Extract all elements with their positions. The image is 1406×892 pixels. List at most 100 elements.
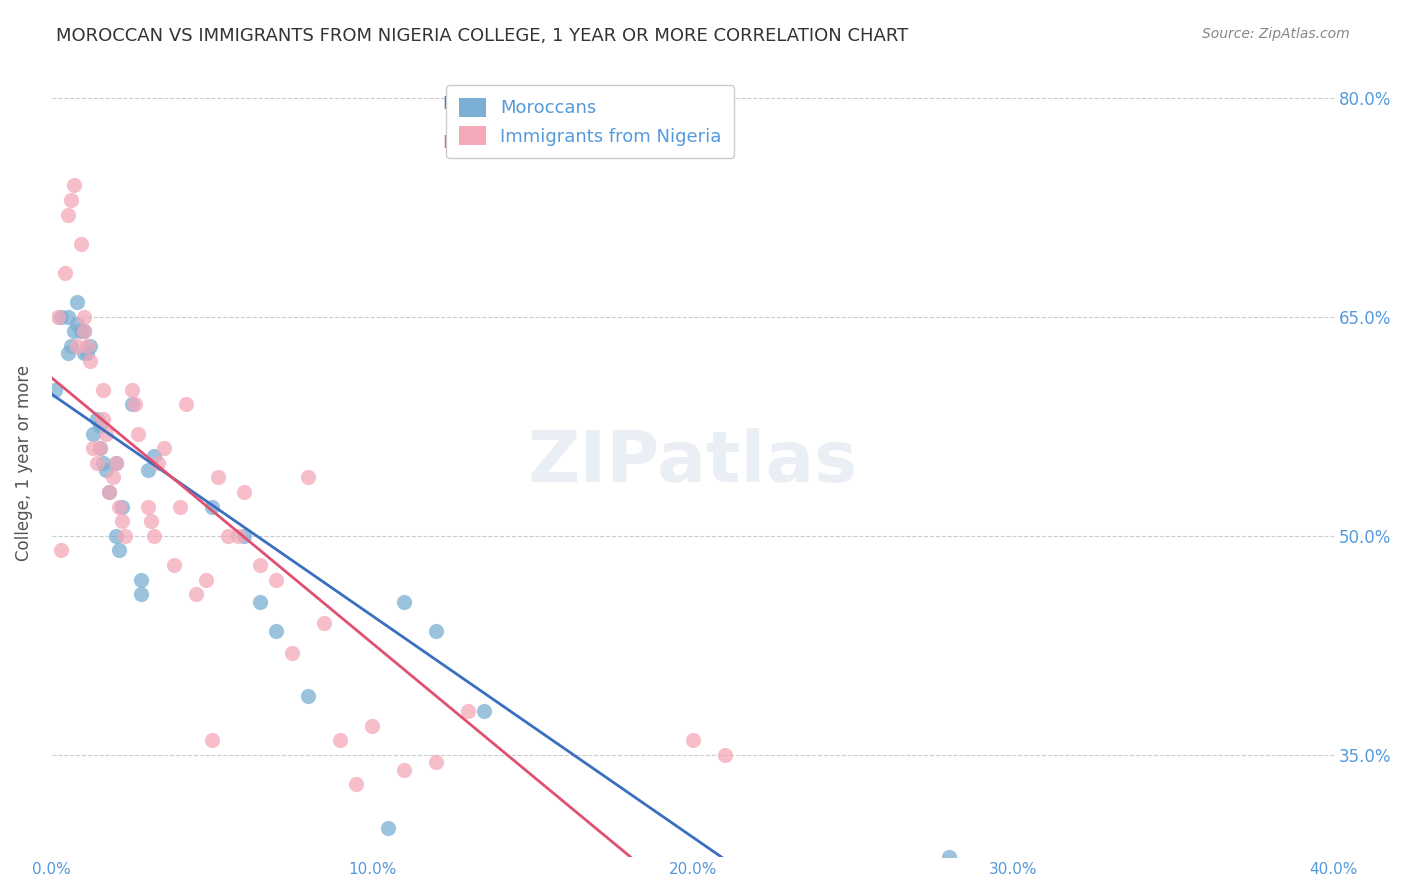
- Point: [474, 704, 496, 718]
- Point: [89, 441, 111, 455]
- Point: [56, 346, 79, 360]
- Point: [143, 529, 166, 543]
- Point: [89, 441, 111, 455]
- Text: R = -0.311   N = 39: R = -0.311 N = 39: [443, 95, 620, 113]
- Y-axis label: College, 1 year or more: College, 1 year or more: [15, 365, 32, 561]
- Point: [264, 624, 287, 638]
- Point: [63, 325, 86, 339]
- Point: [63, 178, 86, 193]
- Point: [938, 850, 960, 864]
- Point: [53, 266, 76, 280]
- Point: [73, 346, 96, 360]
- Point: [425, 755, 447, 769]
- Point: [162, 558, 184, 572]
- Point: [176, 397, 198, 411]
- Point: [44, 383, 66, 397]
- Point: [361, 719, 384, 733]
- Point: [201, 733, 224, 747]
- Point: [59, 193, 82, 207]
- Point: [249, 558, 271, 572]
- Point: [56, 208, 79, 222]
- Point: [76, 339, 98, 353]
- Point: [682, 733, 704, 747]
- Point: [136, 500, 159, 514]
- Point: [82, 426, 104, 441]
- Point: [143, 449, 166, 463]
- Point: [51, 543, 73, 558]
- Point: [233, 485, 256, 500]
- Point: [121, 397, 143, 411]
- Point: [394, 763, 416, 777]
- Point: [59, 339, 82, 353]
- Point: [76, 346, 98, 360]
- Point: [73, 325, 96, 339]
- Point: [89, 419, 111, 434]
- Point: [124, 397, 146, 411]
- Point: [146, 456, 169, 470]
- Point: [377, 821, 399, 835]
- Point: [136, 463, 159, 477]
- Text: Source: ZipAtlas.com: Source: ZipAtlas.com: [1202, 27, 1350, 41]
- Point: [73, 325, 96, 339]
- Point: [91, 456, 114, 470]
- Point: [69, 236, 91, 251]
- Point: [108, 500, 131, 514]
- Point: [66, 339, 89, 353]
- Point: [217, 529, 239, 543]
- Point: [91, 383, 114, 397]
- Point: [457, 704, 479, 718]
- Point: [111, 514, 134, 528]
- Point: [121, 383, 143, 397]
- Point: [82, 441, 104, 455]
- Point: [314, 616, 336, 631]
- Point: [91, 412, 114, 426]
- Point: [131, 587, 153, 601]
- Point: [96, 463, 118, 477]
- Point: [73, 310, 96, 324]
- Point: [127, 426, 149, 441]
- Point: [169, 500, 191, 514]
- Point: [46, 310, 69, 324]
- Point: [297, 690, 319, 704]
- Point: [51, 310, 73, 324]
- Point: [153, 441, 176, 455]
- Point: [111, 500, 134, 514]
- Point: [56, 310, 79, 324]
- Point: [139, 514, 162, 528]
- Point: [104, 529, 127, 543]
- Point: [394, 594, 416, 608]
- Point: [114, 529, 136, 543]
- Point: [194, 573, 217, 587]
- Point: [69, 325, 91, 339]
- Point: [98, 485, 121, 500]
- Point: [226, 529, 249, 543]
- Point: [713, 747, 735, 762]
- Point: [233, 529, 256, 543]
- Text: ZIPatlas: ZIPatlas: [527, 428, 858, 498]
- Point: [201, 500, 224, 514]
- Point: [207, 470, 229, 484]
- Point: [297, 470, 319, 484]
- Point: [281, 646, 304, 660]
- Point: [264, 573, 287, 587]
- Point: [249, 594, 271, 608]
- Point: [108, 543, 131, 558]
- Point: [66, 295, 89, 310]
- Legend: Moroccans, Immigrants from Nigeria: Moroccans, Immigrants from Nigeria: [446, 86, 734, 159]
- Point: [344, 777, 367, 791]
- Point: [104, 456, 127, 470]
- Point: [329, 733, 352, 747]
- Point: [96, 426, 118, 441]
- Point: [86, 456, 108, 470]
- Point: [79, 339, 101, 353]
- Point: [184, 587, 207, 601]
- Text: R = -0.176   N = 55: R = -0.176 N = 55: [443, 135, 620, 153]
- Point: [86, 412, 108, 426]
- Point: [66, 317, 89, 331]
- Point: [131, 573, 153, 587]
- Point: [425, 624, 447, 638]
- Point: [79, 353, 101, 368]
- Text: MOROCCAN VS IMMIGRANTS FROM NIGERIA COLLEGE, 1 YEAR OR MORE CORRELATION CHART: MOROCCAN VS IMMIGRANTS FROM NIGERIA COLL…: [56, 27, 908, 45]
- Point: [104, 456, 127, 470]
- Point: [101, 470, 124, 484]
